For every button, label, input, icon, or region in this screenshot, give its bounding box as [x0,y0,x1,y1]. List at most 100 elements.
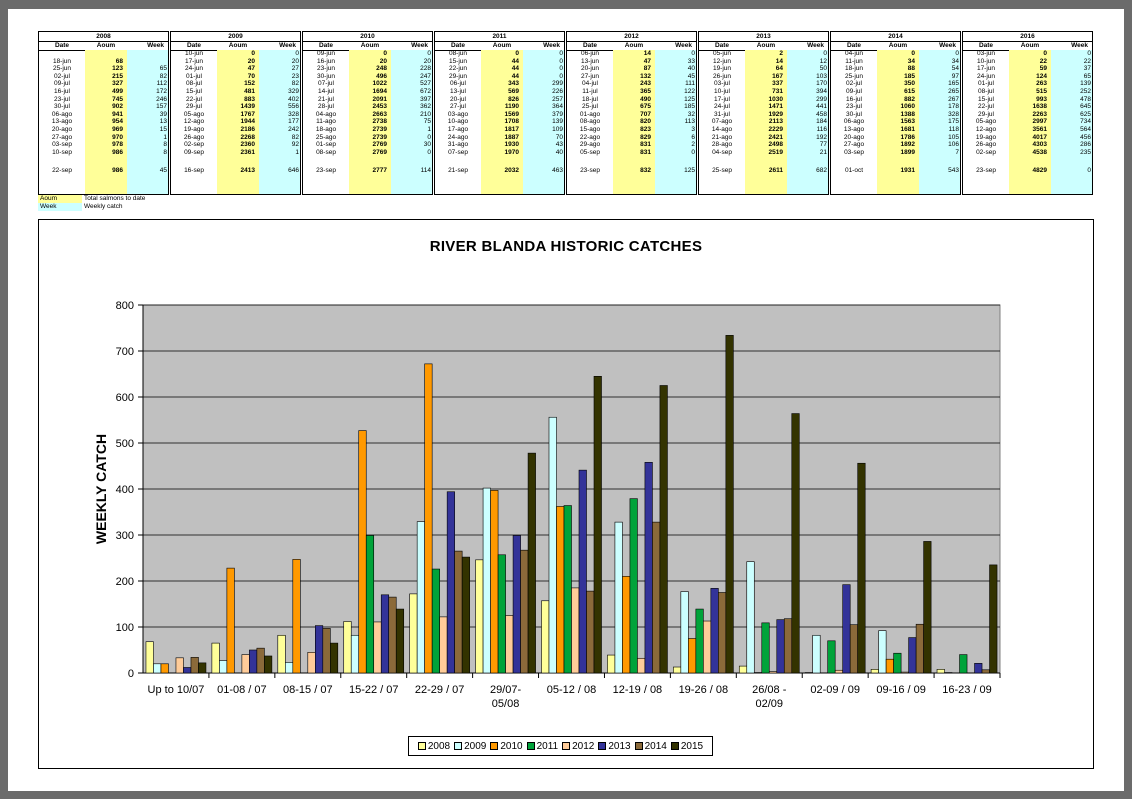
week-cell: 458 [816,110,827,118]
week-cell: 82 [159,72,167,80]
bar-2009 [812,634,821,674]
week-cell: 0 [427,148,431,156]
aoum-cell: 490 [640,95,651,103]
week-cell: 247 [420,72,431,80]
bar-2015 [527,452,536,674]
date-cell: 27-jul [450,103,466,111]
date-cell: 25-jun [52,65,72,73]
table-row: 21-sep 2032 463 [435,167,564,175]
week-cell: 257 [552,95,563,103]
bar-2011 [827,640,836,674]
legend-label: 2008 [427,740,451,752]
date-cell: 05-ago [975,118,997,126]
week-cell: 54 [951,65,959,73]
aoum-cell: 1786 [900,133,915,141]
aoum-cell: 1022 [372,80,387,88]
table-row [171,156,300,164]
date-cell: 05-sep [580,148,600,156]
bar-2015 [659,385,668,674]
table-row: 13-jul 569 226 [435,88,564,96]
year-table-2014: 2014 Date Aoum Week 04-jun 0 0 11-jun 34 34 18-jun… [830,31,961,195]
legend-label: 2011 [536,740,559,752]
date-cell: 08-jul [978,88,994,95]
x-tick-label: 05-12 / 08 [547,684,597,696]
date-cell: 14-jul [318,88,334,95]
aoum-cell: 2421 [768,133,783,141]
aoum-cell: 496 [376,72,387,80]
table-row: 30-jul 1388 328 [831,111,960,119]
date-cell: 03-sep [52,141,72,149]
date-cell: 23-sep [316,167,336,174]
legend-label: 2014 [644,740,667,752]
aoum-cell: 64 [775,65,783,73]
aoum-cell: 243 [640,80,651,88]
aoum-cell: 87 [643,65,651,73]
week-cell: 65 [159,65,167,73]
aoum-cell: 365 [640,88,651,95]
aoum-cell: 986 [112,148,123,156]
legend-item: Week Weekly catch [38,203,145,211]
bar-2008 [343,621,352,674]
date-cell: 13-ago [843,126,865,133]
week-cell: 39 [159,110,167,118]
aoum-cell: 2663 [372,110,387,118]
date-cell: 28-jul [318,103,334,111]
week-column-bg [655,50,696,194]
aoum-cell: 1563 [900,118,915,126]
aoum-column-bg [217,50,259,194]
date-cell: 24-jun [976,72,996,80]
week-cell: 178 [948,103,959,111]
aoum-cell: 2032 [504,167,519,174]
week-cell: 0 [559,72,563,80]
date-cell: 12-ago [183,118,205,126]
table-row: 18-jun 68 [39,58,168,66]
table-row: 08-sep 2769 0 [303,149,432,157]
bar-2009 [746,561,755,674]
table-row: 19-jun 64 50 [699,65,828,73]
date-cell: 06-ago [843,118,865,126]
aoum-cell: 2413 [240,167,255,174]
bar-2009 [680,591,689,674]
aoum-cell: 343 [508,80,519,88]
week-cell: 82 [291,80,299,88]
week-column-bg [127,50,168,194]
week-cell: 299 [816,95,827,103]
aoum-cell: 2 [779,50,783,57]
week-cell: 1 [163,133,167,141]
bar-2013 [644,462,653,674]
aoum-cell: 2361 [240,148,255,156]
bar-2010 [556,506,565,674]
table-row: 23-jun 248 228 [303,65,432,73]
date-cell: 22-jul [978,103,994,111]
table-row: 27-ago 1892 106 [831,141,960,149]
table-row: 06-ago 1563 175 [831,118,960,126]
bar-2013 [315,625,324,674]
week-cell: 397 [420,95,431,103]
column-header: Aoum [888,42,908,49]
table-row: 27-jul 1190 364 [435,103,564,111]
aoum-cell: 4538 [1032,148,1047,156]
bar-2010 [885,658,894,674]
column-header: Week [939,42,956,49]
date-cell: 04-jun [844,50,864,57]
table-row: 26-ago 2268 82 [171,134,300,142]
week-cell: 75 [423,118,431,126]
legend-swatch [417,742,426,750]
column-header: Week [411,42,428,49]
table-row: 09-jun 0 0 [303,50,432,58]
aoum-cell: 832 [640,167,651,174]
date-cell: 24-ago [447,133,469,141]
week-cell: 45 [159,167,167,174]
week-cell: 22 [1083,57,1091,65]
aoum-cell: 0 [1043,50,1047,57]
week-cell: 478 [1080,95,1091,103]
bar-2012 [373,621,382,674]
date-cell: 04-jul [582,80,598,88]
x-tick-label: 19-26 / 08 [679,684,729,696]
date-cell: 25-jul [582,103,598,111]
date-cell: 15-jun [448,57,468,65]
date-cell: 20-jul [450,95,466,103]
table-row: 03-sep 1899 7 [831,149,960,157]
aoum-cell: 1708 [504,118,519,126]
date-cell: 12-ago [975,126,997,133]
